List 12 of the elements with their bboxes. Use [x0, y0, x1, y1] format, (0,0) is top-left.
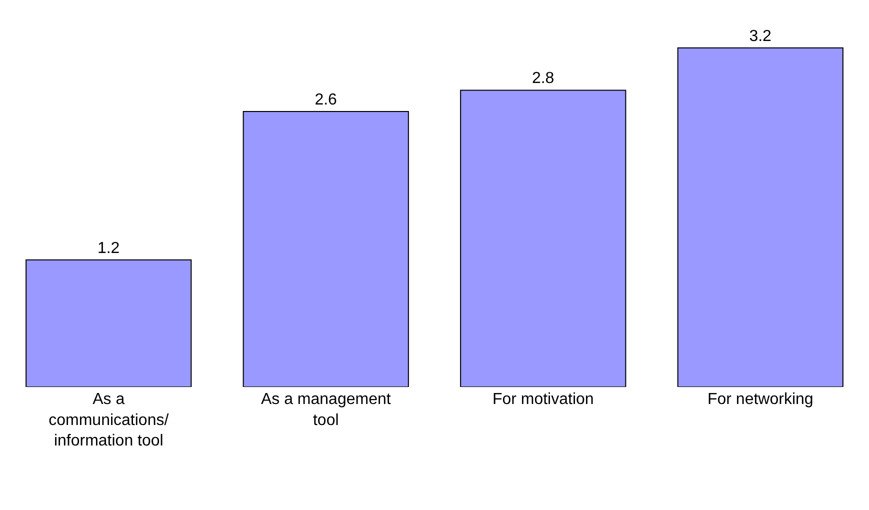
- data-label: 3.2: [749, 28, 772, 45]
- bar: [26, 259, 192, 387]
- data-label: 2.8: [532, 70, 554, 88]
- bar: [677, 47, 844, 387]
- data-label: 1.2: [97, 240, 120, 257]
- data-label: 2.6: [314, 91, 338, 108]
- x-tick-label: For networking: [707, 391, 814, 408]
- bar: [460, 90, 626, 387]
- x-tick-label: For motivation: [492, 391, 594, 408]
- bar: [242, 110, 409, 387]
- x-tick-label: As a communications/ information tool: [48, 391, 170, 450]
- x-tick-label: As a management tool: [260, 391, 392, 429]
